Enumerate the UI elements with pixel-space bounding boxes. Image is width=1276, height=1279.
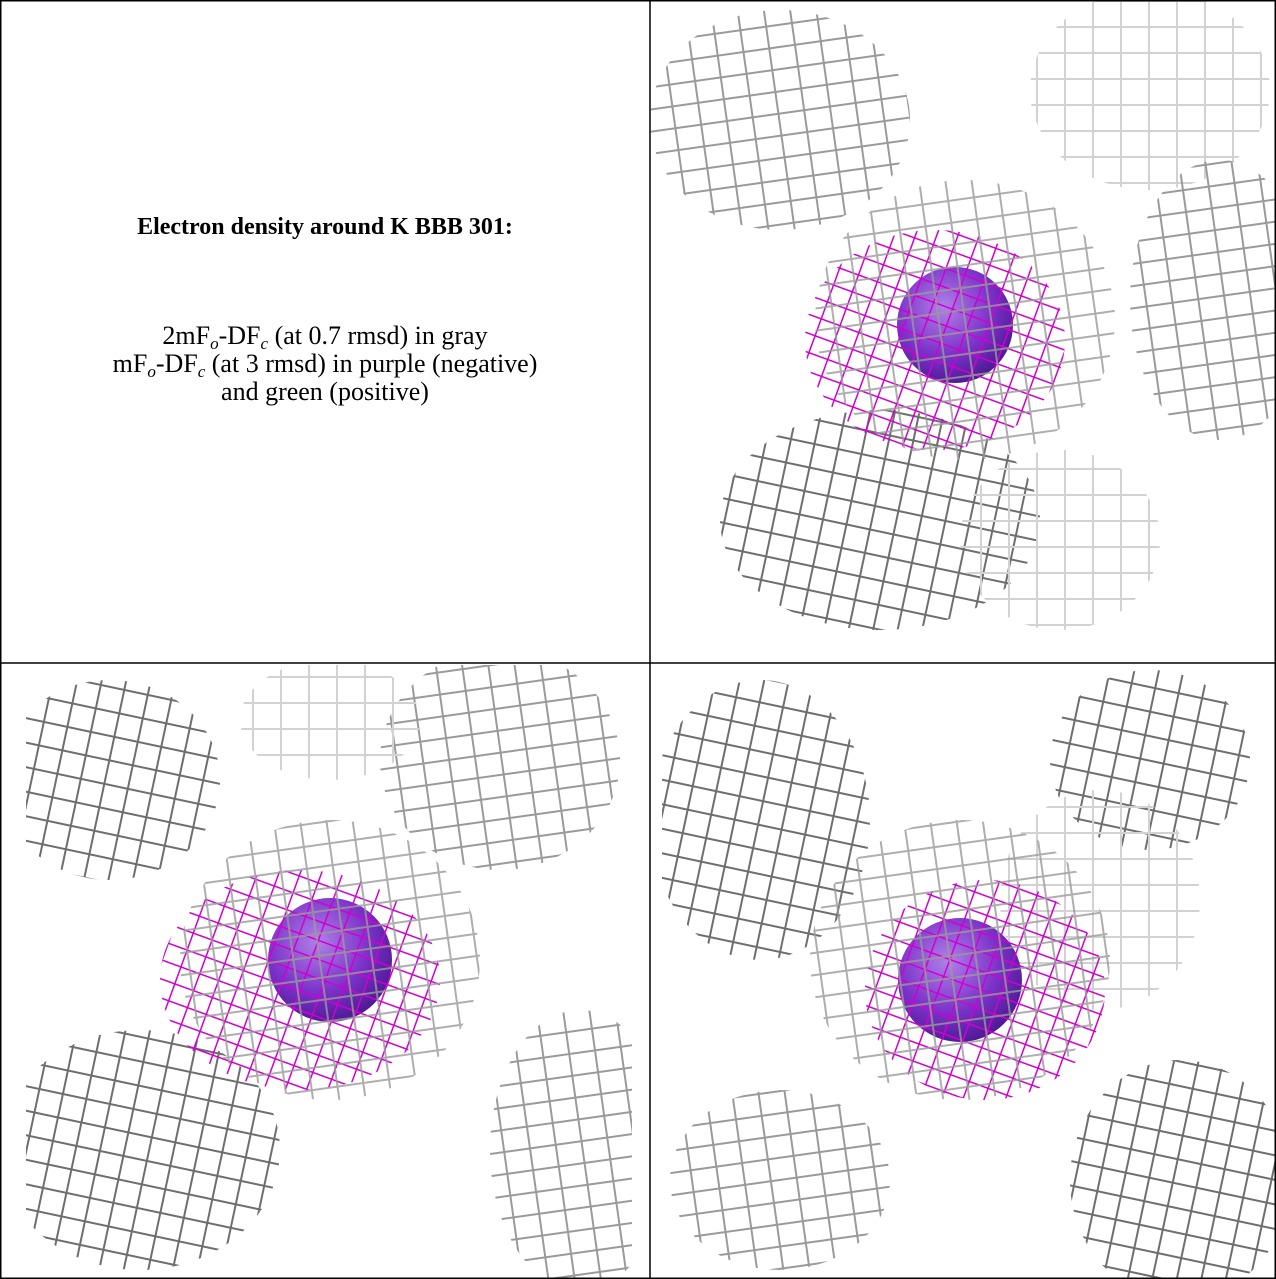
subscript: o	[210, 334, 219, 353]
caption-text: -DF	[155, 349, 198, 378]
title: Electron density around K BBB 301:	[137, 214, 513, 240]
caption-text: -DF	[218, 321, 261, 350]
density-image	[651, 0, 1276, 630]
caption-text: (at 0.7 rmsd) in gray	[268, 321, 488, 350]
caption-text: 2mF	[162, 321, 211, 350]
subscript: c	[260, 334, 269, 353]
caption-text: and green (positive)	[221, 377, 429, 406]
caption-line: and green (positive)	[0, 378, 650, 406]
density-image	[26, 665, 632, 1279]
subscript: o	[147, 362, 156, 381]
caption: 2mFo-DFc (at 0.7 rmsd) in gray mFo-DFc (a…	[0, 322, 650, 406]
caption-line: 2mFo-DFc (at 0.7 rmsd) in gray	[0, 321, 650, 353]
subscript: c	[197, 362, 206, 381]
caption-text: (at 3 rmsd) in purple (negative)	[205, 349, 538, 378]
density-image	[662, 670, 1276, 1279]
caption-text: mF	[112, 349, 148, 378]
caption-line: mFo-DFc (at 3 rmsd) in purple (negative)	[0, 349, 650, 381]
